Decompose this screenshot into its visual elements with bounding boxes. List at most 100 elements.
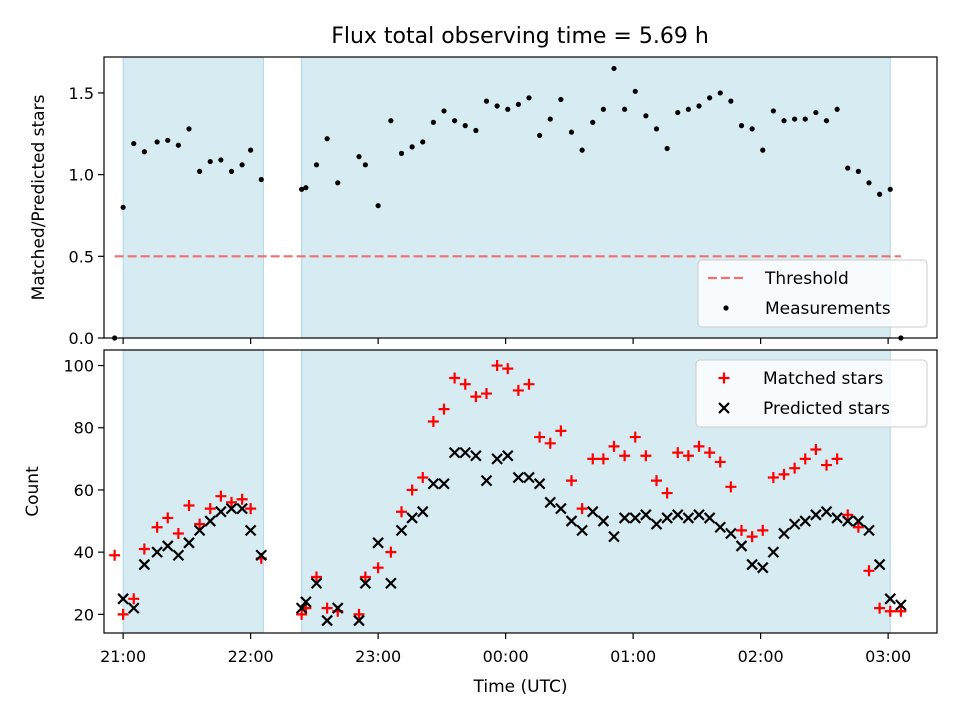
predicted-point (491, 453, 503, 465)
matched-point (757, 524, 769, 536)
predicted-point (586, 505, 599, 518)
matched-point (385, 546, 397, 558)
measurement-point (154, 139, 160, 145)
matched-point (481, 388, 492, 400)
predicted-point (321, 614, 333, 627)
measurement-point (409, 144, 415, 150)
measurement-point (218, 157, 224, 163)
legend: Matched stars Predicted stars (695, 359, 928, 428)
predicted-point (193, 524, 206, 537)
predicted-point (151, 546, 163, 558)
matched-point (555, 425, 567, 437)
matched-point (608, 440, 620, 452)
observing-interval (122, 349, 264, 634)
matched-point (799, 453, 811, 465)
predicted-point (555, 502, 567, 515)
predicted-point (533, 477, 546, 490)
predicted-point (661, 512, 673, 524)
matched-point (194, 518, 206, 530)
y-tick-label: 20 (74, 605, 94, 624)
matched-point (470, 391, 482, 403)
legend-predicted-swatch (718, 402, 730, 414)
measurement-point (558, 96, 564, 103)
predicted-point (682, 512, 695, 524)
predicted-point (863, 524, 875, 537)
predicted-point (512, 471, 525, 484)
measurement-point (834, 106, 840, 112)
matched-point (767, 472, 779, 484)
y-axis-label: Count (23, 466, 43, 517)
matched-point (245, 503, 257, 515)
matched-point (746, 531, 758, 543)
axes-frame (103, 56, 938, 339)
matched-point (117, 608, 129, 620)
measurement-point (781, 118, 787, 124)
predicted-point (236, 502, 248, 515)
measurement-point (579, 147, 585, 153)
y-axis-label: Matched/Predicted stars (29, 94, 49, 300)
predicted-point (788, 518, 801, 530)
measurement-point (258, 176, 264, 183)
matched-point (151, 521, 163, 533)
x-tick-label: 21:00 (100, 647, 146, 666)
measurement-point (165, 137, 171, 143)
measurement-point (749, 126, 755, 132)
matched-point (417, 472, 429, 484)
measurement-point (664, 145, 670, 152)
predicted-point (778, 527, 790, 540)
x-tick-label: 03:00 (865, 647, 911, 666)
matched-point (406, 484, 418, 496)
measurement-point (375, 203, 381, 209)
predicted-point (640, 509, 652, 521)
matched-point (427, 416, 439, 428)
matched-point (852, 521, 864, 533)
measurement-point (462, 123, 468, 129)
measurement-point (696, 103, 702, 109)
matched-point (874, 602, 886, 614)
predicted-point (799, 515, 812, 527)
matched-point (109, 549, 121, 561)
measurement-point (515, 101, 521, 107)
measurement-point (356, 154, 362, 160)
predicted-point (244, 524, 257, 537)
predicted-point (138, 558, 151, 571)
matched-point (842, 509, 854, 521)
legend-label: Measurements (765, 299, 891, 319)
predicted-point (852, 515, 865, 527)
y-tick-label: 80 (74, 419, 94, 438)
predicted-point (693, 509, 705, 521)
predicted-point (161, 540, 174, 552)
measurement-point (239, 162, 245, 168)
matched-point (640, 450, 652, 462)
predicted-point (448, 446, 461, 459)
matched-point (396, 506, 407, 518)
predicted-point (650, 518, 663, 530)
predicted-point (810, 509, 822, 521)
matched-point (778, 468, 790, 480)
y-tick-label: 0.5 (69, 247, 94, 266)
predicted-point (359, 577, 372, 590)
predicted-point (895, 599, 907, 611)
predicted-point (204, 515, 217, 527)
predicted-point (353, 614, 365, 627)
measurement-point (483, 98, 490, 104)
matched-point (544, 437, 556, 449)
measurement-point (866, 180, 872, 186)
measurement-point (792, 116, 798, 122)
measurement-point (398, 150, 405, 156)
measurement-point (717, 90, 723, 96)
predicted-point (459, 446, 472, 459)
matched-point (353, 608, 365, 620)
observing-interval (122, 56, 264, 339)
y-tick-label: 60 (74, 481, 94, 500)
x-axis-label: Time (UTC) (473, 677, 568, 697)
measurement-point (430, 119, 436, 125)
predicted-point (576, 524, 588, 537)
matched-point (128, 593, 140, 605)
matched-point (619, 450, 631, 462)
measurement-point (248, 147, 254, 153)
measurement-point (420, 139, 426, 145)
measurement-point (675, 109, 681, 116)
predicted-point (310, 577, 323, 590)
